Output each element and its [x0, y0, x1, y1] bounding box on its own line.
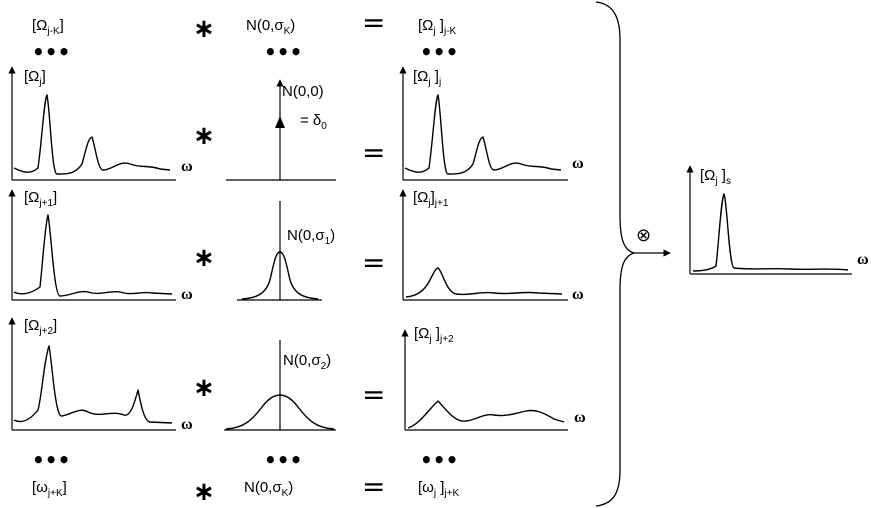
convolve-operator: ∗ [193, 121, 215, 151]
row-0-input-label: [Ωj-K] [32, 17, 64, 37]
omega-axis-label: ω [181, 158, 193, 175]
omega-axis-label: ω [181, 286, 193, 303]
signal-curve [407, 400, 565, 429]
equals-sign: = [362, 136, 385, 169]
row-0-kernel-label: N(0,σK) [246, 17, 295, 37]
ellipsis: ••• [32, 40, 70, 64]
signal-curve [13, 345, 173, 424]
convolve-operator: ∗ [193, 373, 215, 403]
result-label: [Ωj ]s [700, 167, 731, 187]
result-signal-curve [692, 193, 849, 272]
row-1-input-label: [Ωj] [24, 68, 46, 88]
convolve-operator: ∗ [193, 14, 215, 44]
ellipsis: ••• [264, 448, 302, 472]
row-2-output-label: [Ωj]j+1 [413, 189, 449, 209]
ellipsis: ••• [264, 40, 302, 64]
gaussian-curve [225, 394, 335, 430]
signal-curve [405, 267, 563, 298]
ellipsis: ••• [420, 40, 458, 64]
result-chart: [Ωj ]s ω [686, 165, 869, 275]
row-1-output-label: [Ωj ]j [413, 68, 441, 88]
row-4-kernel-label: N(0,σK) [244, 479, 293, 499]
row-3-kernel-label: N(0,σ2) [283, 352, 331, 372]
delta-marker-icon [275, 116, 285, 128]
row-0-output-label: [Ωj ]j-K [418, 17, 457, 37]
omega-axis-label: ω [572, 155, 584, 172]
row-4-input-label: [ωj+K] [32, 479, 67, 499]
omega-axis-label: ω [181, 416, 193, 433]
omega-axis-label: ω [572, 286, 584, 303]
ellipsis: ••• [420, 448, 458, 472]
row-3-output-label: [Ωj ]j+2 [414, 325, 454, 345]
omega-axis-label: ω [857, 251, 869, 268]
equals-sign: = [362, 378, 385, 411]
row-3-input-label: [Ωj+2] [24, 317, 57, 337]
row-1-kernel-note: = δ0 [300, 112, 327, 132]
row-4: ••• ••• ••• [ωj+K] ∗ N(0,σK) = [ωj ]j+K [32, 448, 460, 507]
equals-sign: = [362, 246, 385, 279]
equals-sign: = [362, 470, 385, 503]
combine-operator-icon: ⊗ [636, 225, 651, 245]
row-2-kernel-label: N(0,σ1) [287, 227, 335, 247]
ellipsis: ••• [32, 448, 70, 472]
curly-brace [595, 1, 637, 507]
row-3: [Ωj+2] ω ∗ N(0,σ2) = [Ωj ]j+2 ω [8, 317, 586, 433]
signal-curve [13, 94, 171, 175]
row-1-kernel-label: N(0,0) [282, 83, 324, 100]
convolve-operator: ∗ [193, 477, 215, 507]
gaussian-curve [241, 251, 319, 300]
row-4-output-label: [ωj ]j+K [418, 479, 460, 499]
omega-axis-label: ω [574, 409, 586, 426]
row-1: [Ωj] ω ∗ N(0,0) = δ0 = [Ωj ]j ω [8, 66, 584, 181]
row-2: [Ωj+1] ω ∗ N(0,σ1) = [Ωj]j+1 ω [8, 189, 584, 303]
row-2-input-label: [Ωj+1] [24, 189, 57, 209]
signal-curve [13, 214, 173, 297]
row-0: [Ωj-K] ∗ N(0,σK) = [Ωj ]j-K ••• ••• ••• [32, 6, 458, 64]
convolve-operator: ∗ [193, 243, 215, 273]
equals-sign: = [362, 6, 385, 39]
signal-curve [404, 94, 562, 175]
